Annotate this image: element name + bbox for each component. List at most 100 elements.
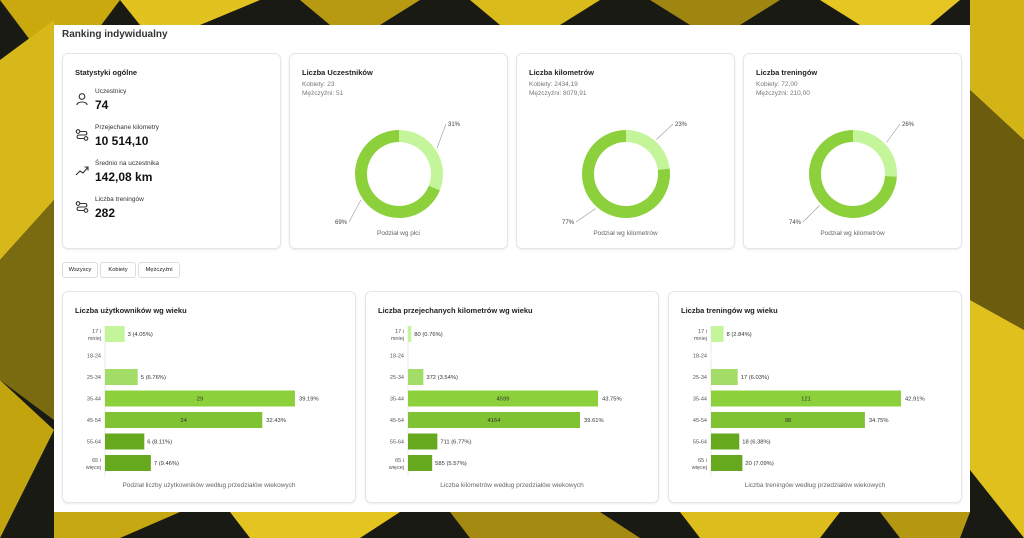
- donut-chart: 23% 77%: [562, 122, 688, 226]
- bar: [105, 390, 295, 407]
- bar-card-users: Liczba użytkowników wg wieku 17 i mniej 3 …: [62, 291, 356, 503]
- chart-subtitle-women: Kobiety: 72,00: [756, 81, 798, 88]
- slice-label: 23%: [675, 122, 688, 128]
- bar-card-kilometers: Liczba przejechanych kilometrów wg wieku…: [365, 291, 659, 503]
- slice-label: 26%: [902, 122, 915, 128]
- stats-title: Statystyki ogólne: [75, 68, 138, 77]
- bar-value-label: 18 (6.38%): [742, 440, 770, 446]
- stat-trainings: Liczba treningów 282: [75, 196, 265, 226]
- category-label: 35-44: [390, 397, 404, 403]
- stat-value: 142,08 km: [95, 170, 153, 184]
- bar-percent-label: 32.43%: [266, 418, 286, 424]
- chart-caption: Liczba kilometrów według przedziałów wie…: [440, 482, 584, 489]
- chart-title: Liczba kilometrów: [529, 68, 595, 77]
- bar-value-label: 121: [801, 397, 811, 403]
- bar: [711, 390, 901, 407]
- slice-leader-line: [886, 123, 901, 143]
- donut-card-trainings: Liczba treningów Kobiety: 72,00 Mężczyźn…: [743, 53, 962, 249]
- category-label: 45-54: [693, 418, 707, 424]
- category-label: mniej: [391, 336, 404, 342]
- bar-percent-label: 39.19%: [299, 397, 319, 403]
- bar: [105, 455, 151, 471]
- chart-caption: Podział wg kilometrów: [820, 230, 885, 237]
- category-label: mniej: [88, 336, 101, 342]
- category-label: 55-64: [693, 440, 707, 446]
- bar-value-label: 29: [197, 397, 203, 403]
- tab-women[interactable]: Kobiety: [100, 262, 136, 278]
- chart-subtitle-women: Kobiety: 2434,19: [529, 81, 578, 88]
- category-label: 35-44: [87, 397, 101, 403]
- bar: [105, 369, 138, 385]
- chart-title: Liczba treningów: [756, 68, 818, 77]
- stats-card: Statystyki ogólne Uczestnicy 74 Przejech…: [62, 53, 281, 249]
- tab-all[interactable]: Wszyscy: [62, 262, 98, 278]
- stat-value: 10 514,10: [95, 134, 149, 148]
- bar: [408, 433, 438, 450]
- category-label: 55-64: [87, 440, 101, 446]
- bar-percent-label: 34.75%: [869, 418, 889, 424]
- bar-value-label: 7 (9.46%): [154, 461, 179, 467]
- page-title: Ranking indywidualny: [62, 29, 168, 40]
- slice-label: 31%: [448, 122, 461, 128]
- chart-caption: Podział wg płci: [377, 230, 420, 237]
- category-label: 25-34: [693, 375, 707, 381]
- bar: [711, 455, 743, 471]
- bar: [408, 390, 598, 407]
- category-label: 18-24: [693, 354, 707, 360]
- stat-label: Uczestnicy: [95, 88, 127, 95]
- bar-value-label: 80 (0.76%): [414, 332, 442, 338]
- ranking-panel: Ranking indywidualny Statystyki ogólne U…: [54, 25, 970, 512]
- slice-leader-line: [575, 208, 596, 223]
- chart-title: Liczba Uczestników: [302, 68, 373, 77]
- slice-label: 69%: [335, 220, 348, 226]
- category-label: 17 i: [92, 329, 101, 335]
- category-label: 18-24: [87, 354, 101, 360]
- bar: [408, 369, 424, 385]
- stat-label: Liczba treningów: [95, 196, 144, 203]
- bar: [105, 326, 125, 342]
- bar-value-label: 4164: [488, 418, 502, 424]
- bar-value-label: 98: [785, 418, 791, 424]
- bar-value-label: 585 (5.57%): [435, 461, 467, 467]
- tab-men[interactable]: Mężczyźni: [138, 262, 180, 278]
- chart-title: Liczba treningów wg wieku: [681, 306, 778, 315]
- category-label: 55-64: [390, 440, 404, 446]
- donut-card-kilometers: Liczba kilometrów Kobiety: 2434,19 Mężcz…: [516, 53, 735, 249]
- bar-value-label: 8 (2.84%): [727, 332, 752, 338]
- bar: [105, 412, 263, 428]
- chart-subtitle-men: Mężczyźni: 8079,91: [529, 90, 587, 97]
- stat-label: Przejechane kilometry: [95, 124, 159, 131]
- bar: [711, 369, 738, 385]
- donut-card-participants: Liczba Uczestników Kobiety: 23 Mężczyźni…: [289, 53, 508, 249]
- stat-value: 282: [95, 206, 116, 220]
- route-icon: [75, 129, 89, 141]
- bar-value-label: 20 (7.09%): [745, 461, 773, 467]
- chart-title: Liczba użytkowników wg wieku: [75, 306, 187, 315]
- category-label: mniej: [694, 336, 707, 342]
- person-icon: [76, 93, 88, 106]
- category-label: 65 i: [92, 458, 101, 464]
- bar: [711, 412, 865, 428]
- category-label: więcej: [85, 465, 101, 471]
- route-icon: [75, 201, 89, 213]
- bar-percent-label: 42.91%: [905, 397, 925, 403]
- slice-leader-line: [348, 199, 362, 223]
- chart-title: Liczba przejechanych kilometrów wg wieku: [378, 306, 533, 315]
- category-label: więcej: [691, 465, 707, 471]
- stat-participants: Uczestnicy 74: [75, 88, 265, 118]
- bar: [408, 455, 433, 471]
- category-label: 17 i: [395, 329, 404, 335]
- chart-subtitle-men: Mężczyźni: 210,00: [756, 90, 810, 97]
- category-label: więcej: [388, 465, 404, 471]
- stat-kilometers: Przejechane kilometry 10 514,10: [75, 124, 265, 154]
- bar: [711, 433, 740, 450]
- donut-chart: 26% 74%: [789, 122, 915, 226]
- chart-subtitle-women: Kobiety: 23: [302, 81, 335, 88]
- bar-value-label: 3 (4.05%): [128, 332, 153, 338]
- chart-subtitle-men: Mężczyźni: 51: [302, 90, 344, 97]
- category-label: 17 i: [698, 329, 707, 335]
- bar: [105, 433, 145, 450]
- trend-up-icon: [75, 166, 89, 176]
